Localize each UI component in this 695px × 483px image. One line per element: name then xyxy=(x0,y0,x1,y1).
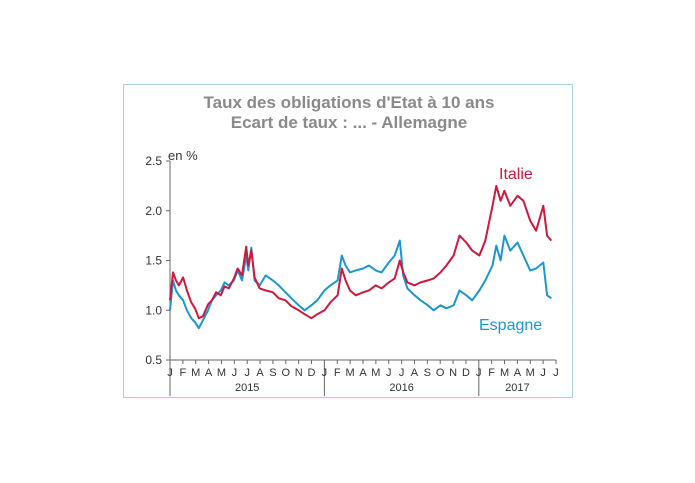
month-label: J xyxy=(322,367,328,379)
month-label: J xyxy=(167,367,173,379)
month-label: A xyxy=(256,367,264,379)
month-label: J xyxy=(540,367,546,379)
y-tick-label: 2.0 xyxy=(145,204,162,218)
series-line-italie xyxy=(169,184,553,320)
month-label: F xyxy=(179,367,186,379)
month-label: M xyxy=(371,367,380,379)
month-label: J xyxy=(232,367,238,379)
y-tick-label: 2.5 xyxy=(145,154,162,168)
month-label: F xyxy=(334,367,341,379)
y-tick-label: 1.5 xyxy=(145,254,162,268)
chart-frame: Taux des obligations d'Etat à 10 ans Eca… xyxy=(123,84,573,398)
month-label: M xyxy=(346,367,355,379)
year-label: 2017 xyxy=(505,382,529,394)
month-label: S xyxy=(424,367,431,379)
legend-espagne: Espagne xyxy=(479,317,542,334)
month-label: M xyxy=(191,367,200,379)
month-label: S xyxy=(269,367,276,379)
y-tick-label: 1.0 xyxy=(145,303,162,317)
legend-italie: Italie xyxy=(499,166,533,183)
month-label: J xyxy=(476,367,482,379)
month-label: N xyxy=(295,367,303,379)
month-label: J xyxy=(553,367,559,379)
month-label: M xyxy=(217,367,226,379)
month-label: N xyxy=(449,367,457,379)
chart-svg: Taux des obligations d'Etat à 10 ans Eca… xyxy=(145,93,559,396)
month-label: D xyxy=(308,367,316,379)
y-axis-unit: en % xyxy=(168,148,198,163)
chart-title: Taux des obligations d'Etat à 10 ans xyxy=(204,93,495,112)
month-label: M xyxy=(500,367,509,379)
month-label: O xyxy=(436,367,445,379)
month-label: J xyxy=(386,367,392,379)
month-label: M xyxy=(526,367,535,379)
month-label: A xyxy=(411,367,419,379)
month-label: A xyxy=(205,367,213,379)
month-label: A xyxy=(359,367,367,379)
series-line-espagne xyxy=(169,234,552,330)
year-label: 2016 xyxy=(389,382,413,394)
y-tick-label: 0.5 xyxy=(145,353,162,367)
month-label: O xyxy=(282,367,291,379)
month-label: J xyxy=(244,367,250,379)
month-label: A xyxy=(514,367,522,379)
month-label: F xyxy=(488,367,495,379)
chart-subtitle: Ecart de taux : ... - Allemagne xyxy=(231,113,468,132)
month-label: J xyxy=(399,367,405,379)
month-label: D xyxy=(462,367,470,379)
year-label: 2015 xyxy=(235,382,259,394)
